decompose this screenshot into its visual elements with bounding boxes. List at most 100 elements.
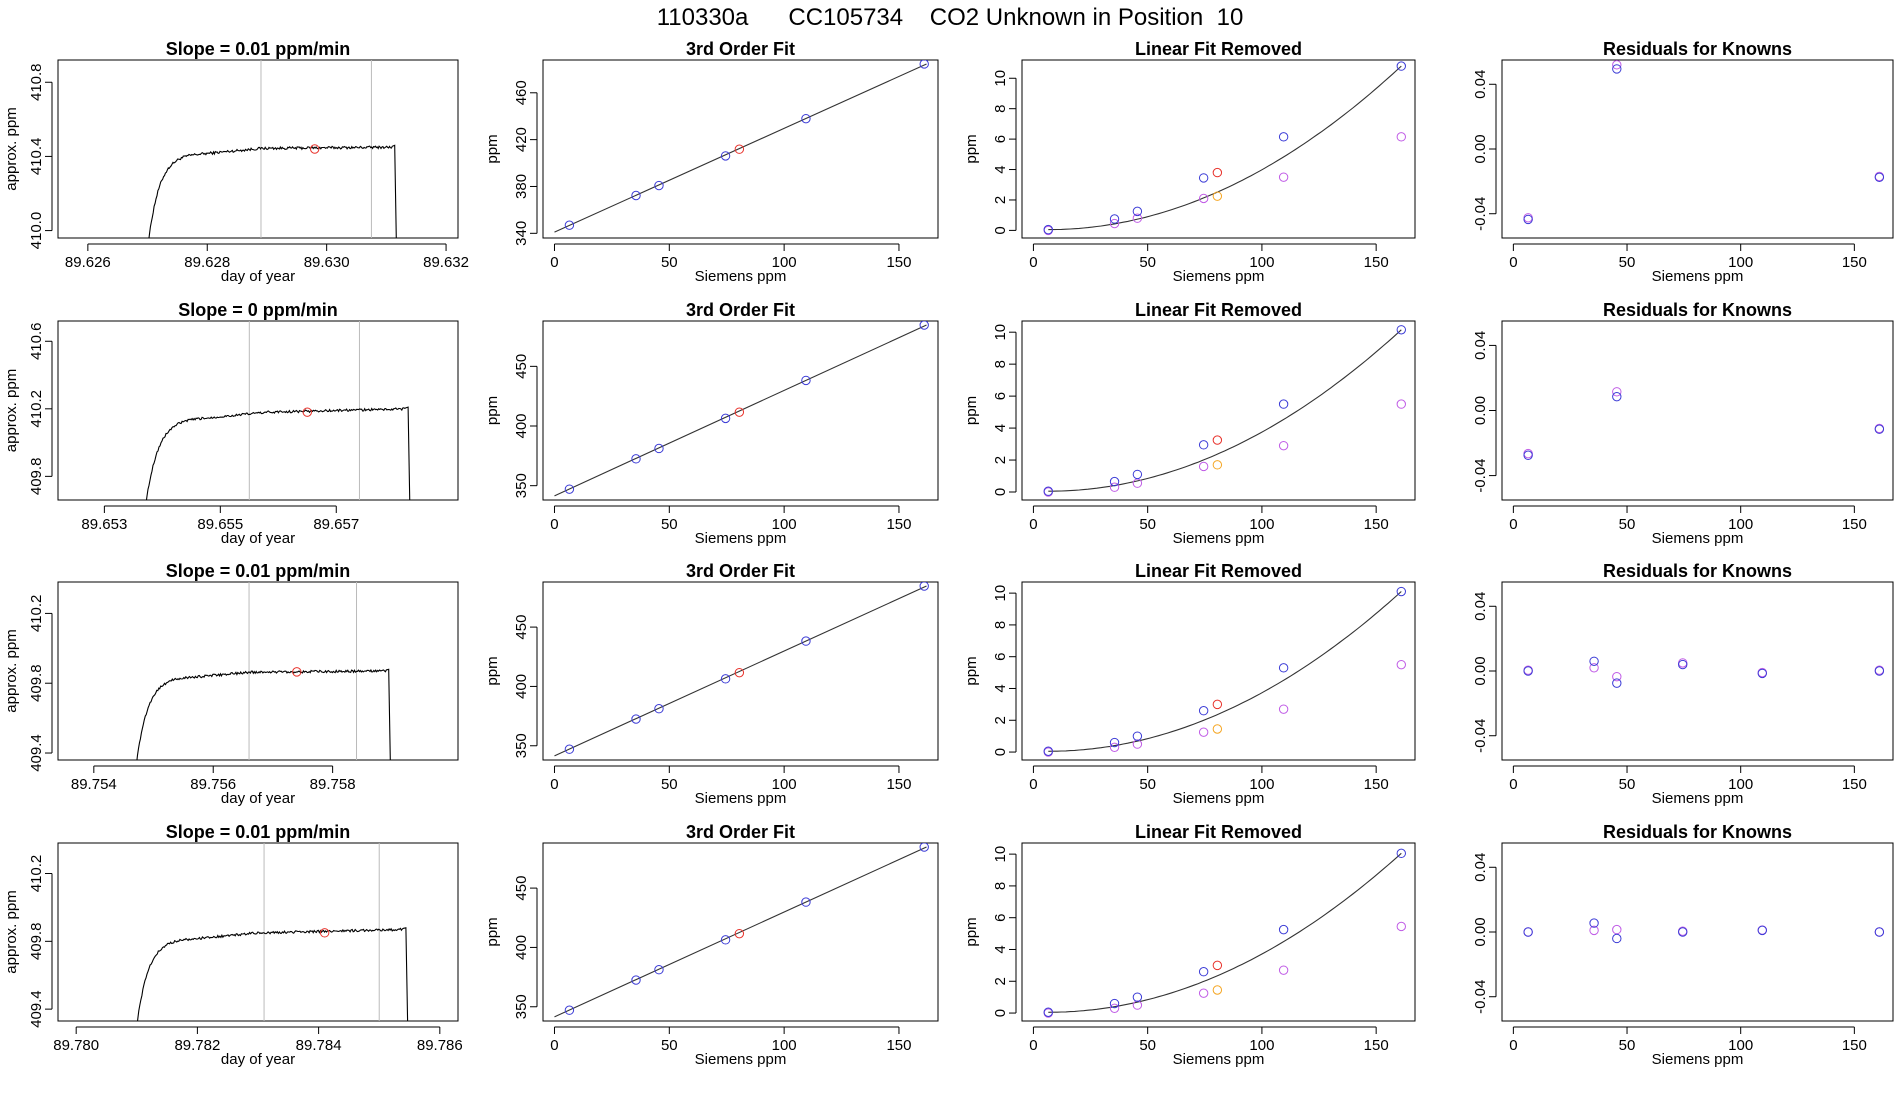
y-tick-label: 6	[992, 914, 1009, 922]
plot-title: Residuals for Knowns	[1603, 39, 1792, 59]
known-standard-point	[564, 484, 575, 494]
sample-linear-removed-point	[1212, 460, 1223, 470]
x-tick-label: 50	[1139, 516, 1156, 533]
x-axis-label: Siemens ppm	[1173, 1051, 1265, 1068]
plot-title: Linear Fit Removed	[1135, 300, 1302, 320]
panel-residuals-row-1: Residuals for Knowns 0 50 100 150 Siemens ppm…	[1472, 300, 1894, 547]
x-tick-label: 150	[1842, 1037, 1867, 1054]
x-axis-label: Siemens ppm	[695, 268, 787, 285]
x-tick-label: 89.630	[304, 254, 350, 271]
y-tick-label: 409.8	[28, 458, 45, 496]
y-tick-label: 410.4	[28, 138, 45, 176]
y-tick-label: -0.04	[1472, 719, 1489, 753]
known-standard-point	[1278, 663, 1289, 673]
y-tick-label: 410.8	[28, 63, 45, 101]
fit-line	[554, 585, 927, 757]
plot-area	[1043, 848, 1406, 1018]
residual-point-b	[1612, 387, 1622, 397]
known-standard-point	[919, 321, 929, 330]
y-tick-label: 380	[513, 174, 530, 199]
x-tick-label: 50	[661, 516, 678, 533]
known-standard-point	[919, 843, 929, 852]
y-tick-label: 450	[513, 615, 530, 640]
unknown-sample-point	[1212, 699, 1223, 710]
known-standard-point	[801, 113, 811, 124]
sample-linear-removed-point	[1212, 985, 1223, 995]
residual-point-a	[1612, 64, 1622, 74]
plot-title: Residuals for Knowns	[1603, 822, 1792, 842]
y-tick-label: 340	[513, 221, 530, 246]
x-tick-label: 50	[1139, 1037, 1156, 1054]
x-tick-label: 0	[1509, 254, 1517, 271]
plot-area	[554, 60, 929, 233]
x-tick-label: 89.632	[423, 254, 469, 271]
known-standard-point	[1396, 61, 1406, 71]
x-tick-label: 89.628	[184, 254, 230, 271]
plot-area	[145, 321, 411, 500]
residual-point-a	[1523, 450, 1533, 460]
x-axis-label: Siemens ppm	[695, 530, 787, 547]
known-standard-point	[1132, 992, 1143, 1002]
residual-point-a	[1874, 424, 1885, 434]
y-axis-label: ppm	[484, 134, 501, 163]
x-axis-label: day of year	[221, 790, 295, 807]
x-tick-label: 50	[1139, 776, 1156, 793]
known-standard-point	[1132, 731, 1143, 741]
residual-point-b	[1589, 925, 1599, 936]
plot-area	[1043, 325, 1406, 497]
x-tick-label: 100	[1728, 1037, 1753, 1054]
unknown-sample-point	[734, 928, 745, 939]
panel-residuals-row-0: Residuals for Knowns 0 50 100 150 Siemens ppm…	[1472, 39, 1894, 285]
y-tick-label: 410.2	[28, 390, 45, 428]
x-tick-label: 50	[661, 1037, 678, 1054]
residual-point-a	[1589, 656, 1599, 666]
x-tick-label: 89.754	[71, 776, 117, 793]
x-axis-label: Siemens ppm	[695, 1051, 787, 1068]
y-tick-label: 8	[992, 105, 1009, 113]
y-tick-label: 0.00	[1472, 134, 1489, 163]
residual-point-b	[1612, 924, 1622, 935]
y-tick-label: 400	[513, 413, 530, 438]
cubic-fit-curve	[1048, 852, 1402, 1013]
panel-linear-removed-row-3: Linear Fit Removed 0 50 100 150 Siemens ppm 0 2…	[963, 822, 1416, 1068]
residual-point-a	[1757, 925, 1767, 936]
x-tick-label: 150	[1364, 254, 1389, 271]
known-standard-point	[564, 1005, 575, 1015]
panel-linear-removed-row-0: Linear Fit Removed 0 50 100 150 Siemens ppm 0 2…	[963, 39, 1416, 285]
x-tick-label: 150	[1842, 254, 1867, 271]
y-tick-label: 350	[513, 733, 530, 758]
plot-frame	[1021, 842, 1416, 1022]
x-tick-label: 50	[1619, 776, 1636, 793]
y-tick-label: 409.8	[28, 664, 45, 702]
y-axis-label: approx. ppm	[3, 629, 20, 712]
known-standard-point	[919, 60, 929, 69]
y-tick-label: 410.0	[28, 212, 45, 250]
residual-point-a	[1523, 666, 1533, 676]
x-axis-label: Siemens ppm	[1652, 530, 1744, 547]
fit-line	[554, 846, 927, 1018]
plot-title: Linear Fit Removed	[1135, 822, 1302, 842]
y-axis-label: ppm	[484, 917, 501, 946]
plot-frame	[1501, 320, 1894, 501]
x-tick-label: 100	[772, 776, 797, 793]
y-tick-label: 10	[992, 846, 1009, 863]
sample-linear-removed-point	[1212, 724, 1223, 734]
x-tick-label: 50	[1619, 516, 1636, 533]
x-tick-label: 100	[1249, 776, 1274, 793]
y-tick-label: 10	[992, 585, 1009, 602]
panel-linear-removed-row-1: Linear Fit Removed 0 50 100 150 Siemens ppm 0 2…	[963, 300, 1416, 547]
y-axis-label: approx. ppm	[3, 107, 20, 190]
y-tick-label: 460	[513, 80, 530, 105]
x-tick-label: 0	[1029, 254, 1037, 271]
known-standard-point	[631, 454, 641, 464]
linear-removed-point	[1198, 461, 1209, 472]
linear-removed-point	[1198, 988, 1209, 998]
y-tick-label: 2	[992, 977, 1009, 985]
known-standard-point	[1109, 214, 1120, 224]
plot-title: 3rd Order Fit	[686, 822, 795, 842]
known-standard-point	[1396, 325, 1406, 335]
x-axis-label: Siemens ppm	[1173, 530, 1265, 547]
panel-timeseries-row-0: Slope = 0.01 ppm/min 89.626 89.628 89.630 89…	[3, 39, 469, 285]
x-tick-label: 89.786	[417, 1037, 463, 1054]
